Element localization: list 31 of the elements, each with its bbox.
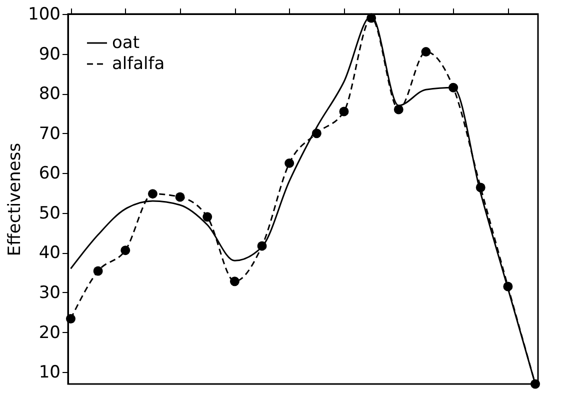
y-tick-label: 30 <box>38 282 60 303</box>
y-tick-label: 20 <box>38 322 60 343</box>
point <box>175 192 185 202</box>
point <box>148 189 158 199</box>
point <box>230 276 240 286</box>
point <box>339 106 349 116</box>
point <box>257 241 267 251</box>
y-tick-label: 70 <box>38 124 60 144</box>
point <box>120 246 130 256</box>
point <box>476 182 486 192</box>
y-tick-label: 90 <box>38 44 60 64</box>
point <box>202 212 212 222</box>
y-tick-label: 50 <box>38 203 60 224</box>
point <box>503 282 513 292</box>
point <box>66 314 76 324</box>
point <box>530 379 540 389</box>
y-tick-label: 80 <box>38 84 60 104</box>
point <box>394 104 404 114</box>
y-tick-label: 100 <box>28 4 60 24</box>
point <box>284 158 294 168</box>
point <box>366 13 376 23</box>
point <box>448 82 458 92</box>
legend-label: oat <box>112 33 140 53</box>
legend-label: alfalfa <box>112 54 165 74</box>
y-tick-label: 40 <box>38 243 60 264</box>
point <box>312 128 322 138</box>
point <box>93 266 103 276</box>
y-tick-label: 60 <box>38 164 60 184</box>
point <box>421 47 431 57</box>
y-axis-title: Effectiveness <box>5 142 26 256</box>
y-tick-label: 10 <box>38 362 60 383</box>
